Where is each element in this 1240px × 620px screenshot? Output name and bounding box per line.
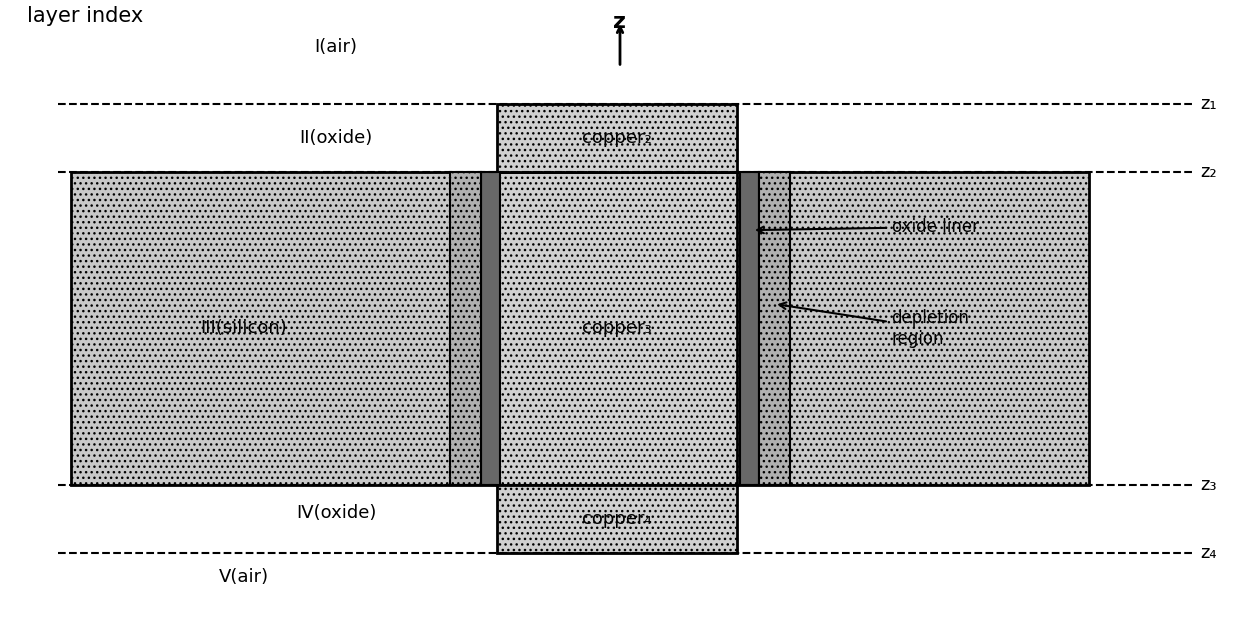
Bar	[450, 172, 481, 485]
Text: layer index: layer index	[27, 6, 144, 26]
Text: copper₃: copper₃	[582, 319, 652, 337]
Text: I(air): I(air)	[315, 38, 357, 56]
Text: z₃: z₃	[1200, 476, 1216, 494]
Text: oxide liner: oxide liner	[758, 218, 978, 236]
Text: depletion
region: depletion region	[780, 303, 970, 348]
Bar	[740, 172, 759, 485]
Text: III(silicon): III(silicon)	[200, 319, 286, 337]
Bar	[71, 172, 1089, 485]
Text: z₂: z₂	[1200, 162, 1216, 181]
Bar	[496, 485, 738, 552]
Text: copper₂: copper₂	[582, 129, 652, 147]
Text: z: z	[614, 12, 626, 32]
Text: z₄: z₄	[1200, 544, 1216, 562]
Bar	[759, 172, 790, 485]
Text: V(air): V(air)	[218, 569, 269, 587]
Bar	[496, 172, 738, 485]
Bar	[496, 104, 738, 172]
Bar	[481, 172, 500, 485]
Text: copper₄: copper₄	[582, 510, 652, 528]
Text: z₁: z₁	[1200, 95, 1216, 113]
Text: II(oxide): II(oxide)	[299, 129, 373, 147]
Text: IV(oxide): IV(oxide)	[296, 504, 376, 522]
